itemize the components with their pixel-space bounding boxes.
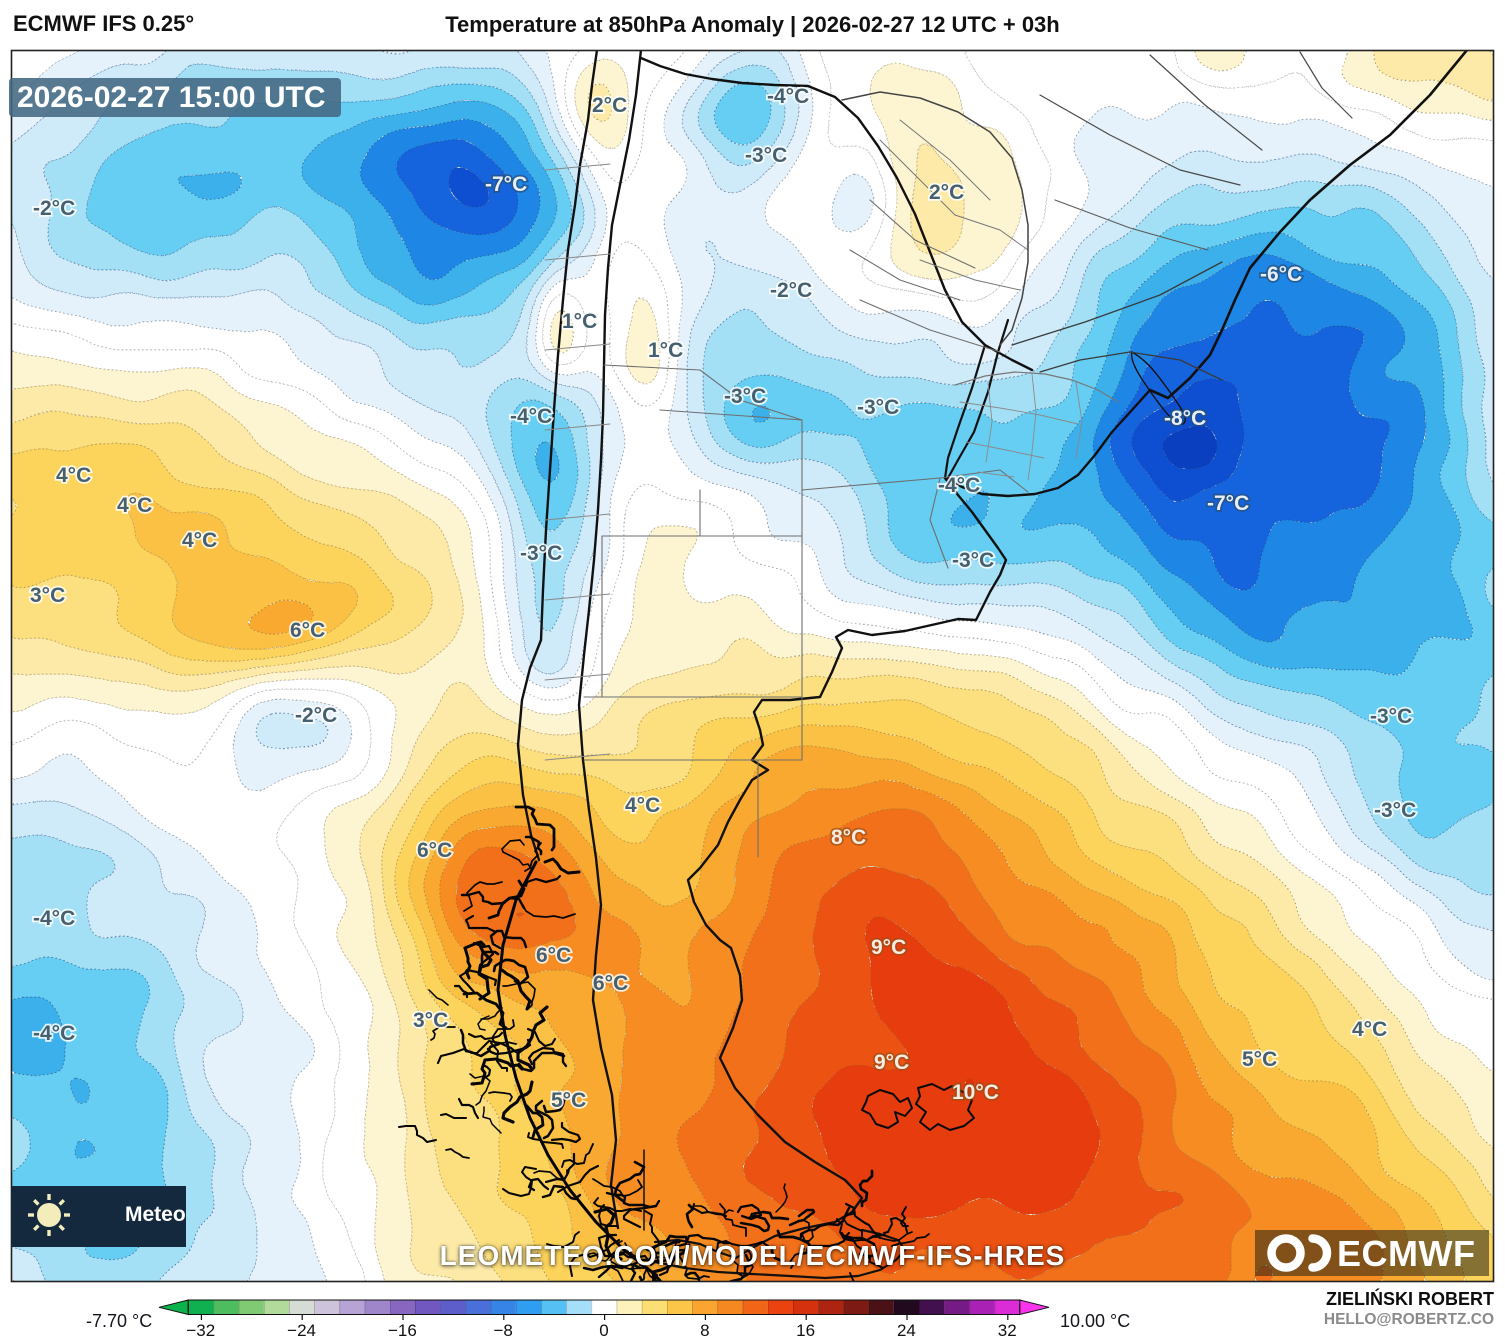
- svg-text:10°C: 10°C: [952, 1081, 999, 1104]
- svg-text:6°C: 6°C: [417, 839, 452, 862]
- svg-text:-4°C: -4°C: [767, 85, 809, 108]
- svg-text:−24: −24: [287, 1321, 316, 1338]
- svg-text:-2°C: -2°C: [770, 279, 812, 302]
- svg-text:-4°C: -4°C: [938, 474, 980, 497]
- svg-text:-3°C: -3°C: [520, 542, 562, 565]
- svg-text:-4°C: -4°C: [33, 907, 75, 930]
- svg-text:1°C: 1°C: [562, 310, 597, 333]
- svg-text:-3°C: -3°C: [1374, 799, 1416, 822]
- svg-text:32: 32: [998, 1321, 1017, 1338]
- svg-text:-2°C: -2°C: [33, 197, 75, 220]
- svg-text:5°C: 5°C: [1242, 1048, 1277, 1071]
- svg-text:5°C: 5°C: [551, 1089, 586, 1112]
- svg-text:6°C: 6°C: [290, 619, 325, 642]
- svg-text:9°C: 9°C: [874, 1051, 909, 1074]
- svg-text:4°C: 4°C: [182, 529, 217, 552]
- svg-text:4°C: 4°C: [625, 794, 660, 817]
- svg-text:−8: −8: [494, 1321, 513, 1338]
- svg-text:2°C: 2°C: [592, 94, 627, 117]
- svg-text:-3°C: -3°C: [724, 385, 766, 408]
- svg-text:-7°C: -7°C: [485, 173, 527, 196]
- svg-text:8°C: 8°C: [831, 826, 866, 849]
- svg-text:16: 16: [796, 1321, 815, 1338]
- svg-text:−32: −32: [186, 1321, 215, 1338]
- svg-text:-3°C: -3°C: [952, 549, 994, 572]
- svg-text:-2°C: -2°C: [295, 704, 337, 727]
- svg-text:-3°C: -3°C: [745, 144, 787, 167]
- svg-text:2°C: 2°C: [929, 181, 964, 204]
- svg-text:4°C: 4°C: [117, 494, 152, 517]
- svg-text:4°C: 4°C: [1352, 1018, 1387, 1041]
- svg-text:-3°C: -3°C: [1370, 705, 1412, 728]
- svg-text:3°C: 3°C: [413, 1009, 448, 1032]
- svg-text:−16: −16: [388, 1321, 417, 1338]
- svg-text:6°C: 6°C: [536, 944, 571, 967]
- svg-text:24: 24: [897, 1321, 916, 1338]
- svg-text:6°C: 6°C: [593, 972, 628, 995]
- svg-text:0: 0: [599, 1321, 608, 1338]
- svg-text:-3°C: -3°C: [857, 396, 899, 419]
- svg-text:-7°C: -7°C: [1207, 492, 1249, 515]
- svg-text:1°C: 1°C: [648, 339, 683, 362]
- svg-text:-4°C: -4°C: [33, 1022, 75, 1045]
- svg-text:9°C: 9°C: [871, 936, 906, 959]
- svg-text:-6°C: -6°C: [1260, 263, 1302, 286]
- svg-text:8: 8: [700, 1321, 709, 1338]
- svg-text:-4°C: -4°C: [510, 405, 552, 428]
- svg-text:4°C: 4°C: [56, 464, 91, 487]
- svg-text:3°C: 3°C: [30, 584, 65, 607]
- svg-text:-8°C: -8°C: [1164, 407, 1206, 430]
